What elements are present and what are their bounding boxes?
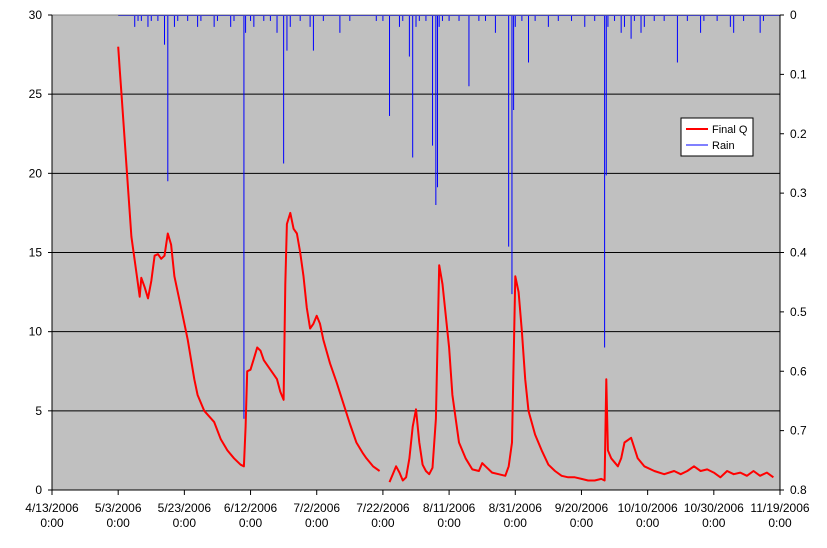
x-axis: 4/13/2006 0:005/3/2006 0:005/23/2006 0:006/… xyxy=(25,489,810,530)
right-tick-label: 0.4 xyxy=(790,246,807,260)
right-tick-label: 0.7 xyxy=(790,424,807,438)
x-tick-time: 0:00 xyxy=(239,516,263,530)
x-tick-time: 0:00 xyxy=(371,516,395,530)
left-tick-label: 20 xyxy=(29,166,43,180)
x-tick-date: 8/11/2006 xyxy=(423,501,476,515)
x-tick-time: 0:00 xyxy=(107,516,131,530)
left-tick-label: 10 xyxy=(29,325,43,339)
x-tick-label: 9/20/2006 0:00 xyxy=(555,501,609,530)
x-tick-time: 0:00 xyxy=(636,516,660,530)
right-tick-label: 0.5 xyxy=(790,305,807,319)
left-tick-label: 15 xyxy=(29,246,43,260)
x-tick-date: 6/12/2006 xyxy=(224,501,278,515)
x-tick-label: 7/22/2006 0:00 xyxy=(356,501,410,530)
legend-box xyxy=(680,117,754,157)
left-tick-label: 30 xyxy=(29,8,43,22)
legend-label: Final Q xyxy=(712,124,748,136)
x-tick-time: 0:00 xyxy=(305,516,329,530)
x-tick-label: 5/23/2006 0:00 xyxy=(158,501,212,530)
x-tick-label: 6/12/2006 0:00 xyxy=(224,501,278,530)
x-tick-time: 0:00 xyxy=(768,516,792,530)
left-tick-label: 25 xyxy=(29,87,43,101)
right-tick-label: 0.2 xyxy=(790,127,807,141)
x-tick-date: 10/30/2006 xyxy=(684,501,744,515)
x-tick-label: 11/19/2006 0:00 xyxy=(750,501,809,530)
final-q-line xyxy=(388,264,774,483)
x-tick-label: 10/30/2006 0:00 xyxy=(684,501,744,530)
x-tick-label: 8/31/2006 0:00 xyxy=(489,501,543,530)
x-tick-label: 7/2/2006 0:00 xyxy=(293,501,340,530)
x-tick-time: 0:00 xyxy=(437,516,461,530)
x-tick-date: 4/13/2006 xyxy=(25,501,79,515)
right-y-axis: 0 0.1 0.2 0.3 0.4 0.5 0.6 0.7 0.8 xyxy=(779,8,807,497)
x-tick-time: 0:00 xyxy=(570,516,594,530)
right-tick-label: 0.1 xyxy=(790,67,807,81)
x-tick-date: 5/23/2006 xyxy=(158,501,212,515)
x-tick-label: 5/3/2006 0:00 xyxy=(95,501,142,530)
x-tick-label: 4/13/2006 0:00 xyxy=(25,501,79,530)
x-tick-date: 8/31/2006 xyxy=(489,501,543,515)
x-tick-time: 0:00 xyxy=(504,516,528,530)
x-tick-time: 0:00 xyxy=(173,516,197,530)
right-tick-label: 0.8 xyxy=(790,483,807,497)
x-tick-label: 8/11/2006 0:00 xyxy=(423,501,476,530)
x-tick-date: 11/19/2006 xyxy=(750,501,809,515)
x-tick-time: 0:00 xyxy=(702,516,726,530)
left-tick-label: 5 xyxy=(35,404,42,418)
x-tick-date: 9/20/2006 xyxy=(555,501,609,515)
left-tick-label: 0 xyxy=(35,483,42,497)
x-tick-date: 7/22/2006 xyxy=(356,501,410,515)
x-tick-date: 10/10/2006 xyxy=(618,501,678,515)
legend-label: Rain xyxy=(712,140,735,152)
right-tick-label: 0.3 xyxy=(790,186,807,200)
x-tick-time: 0:00 xyxy=(40,516,64,530)
final-q-line xyxy=(117,46,381,472)
legend: Final Q Rain xyxy=(680,117,754,157)
right-tick-label: 0.6 xyxy=(790,364,807,378)
x-tick-label: 10/10/2006 0:00 xyxy=(618,501,678,530)
x-tick-date: 7/2/2006 xyxy=(293,501,340,515)
right-tick-label: 0 xyxy=(790,8,797,22)
left-y-axis: 0 5 10 15 20 25 30 xyxy=(29,8,53,497)
x-tick-date: 5/3/2006 xyxy=(95,501,142,515)
final-q-series xyxy=(117,46,774,483)
